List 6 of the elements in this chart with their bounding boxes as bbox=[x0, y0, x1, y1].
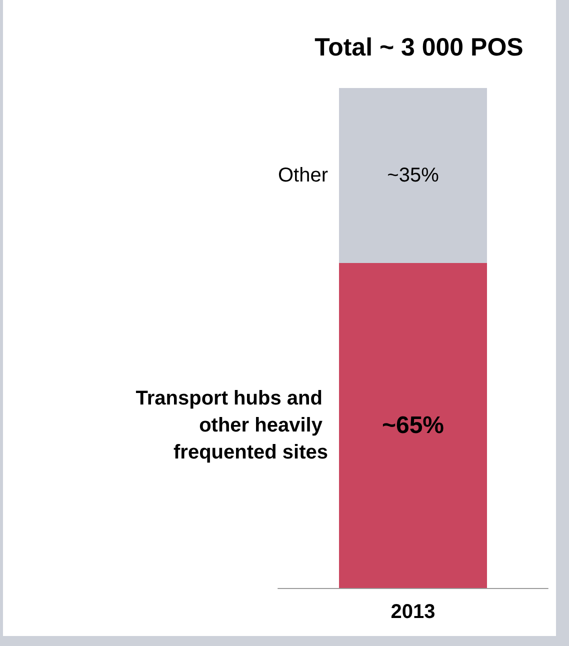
chart-title: Total ~ 3 000 POS bbox=[314, 34, 524, 62]
x-tick-label: 2013 bbox=[390, 601, 436, 623]
data-label: ~35% bbox=[387, 164, 440, 186]
series-label: Other bbox=[278, 164, 328, 186]
data-label: ~65% bbox=[382, 412, 444, 439]
series-label: Transport hubs and other heavily frequented sites bbox=[136, 388, 328, 464]
